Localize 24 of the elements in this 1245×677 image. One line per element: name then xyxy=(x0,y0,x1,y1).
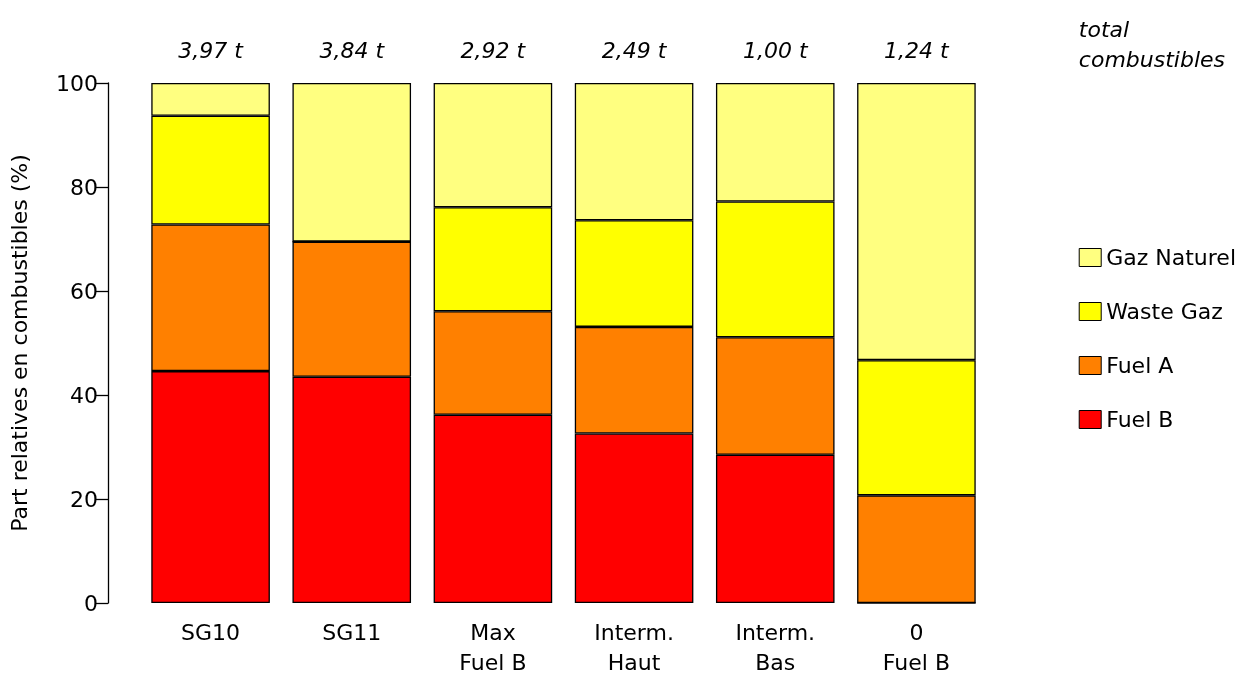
x-tick-label: 0 Fuel B xyxy=(882,619,950,675)
x-tick-label: Max Fuel B xyxy=(459,619,527,675)
annotation: 3,97 t xyxy=(178,37,245,63)
y-tick-label: 0 xyxy=(84,590,98,616)
annotation: 2,49 t xyxy=(601,37,668,63)
y-axis-title: Part relatives en combustibles (%) xyxy=(6,154,32,532)
x-tick-label: SG10 xyxy=(181,619,241,645)
x-tick-label: SG11 xyxy=(322,619,382,645)
legend-label: Fuel A xyxy=(1106,353,1174,378)
y-tick-label: 20 xyxy=(70,486,98,512)
y-tick-label: 40 xyxy=(70,382,98,408)
legend-label: Gaz Naturel xyxy=(1106,245,1237,270)
x-tick-label: Interm. Bas xyxy=(735,619,816,675)
y-tick-label: 80 xyxy=(70,174,98,200)
x-tick-label: Interm. Haut xyxy=(594,619,674,675)
annotation: 1,00 t xyxy=(742,37,809,63)
annotation: 1,24 t xyxy=(884,37,951,63)
y-tick-label: 100 xyxy=(56,70,98,96)
annotation: 2,92 t xyxy=(460,37,527,63)
y-tick-label: 60 xyxy=(70,278,98,304)
legend-label: Waste Gaz xyxy=(1106,299,1223,324)
annotation: 3,84 t xyxy=(319,37,386,63)
legend-label: Fuel B xyxy=(1106,407,1174,432)
text: total combustibles xyxy=(1078,16,1225,72)
